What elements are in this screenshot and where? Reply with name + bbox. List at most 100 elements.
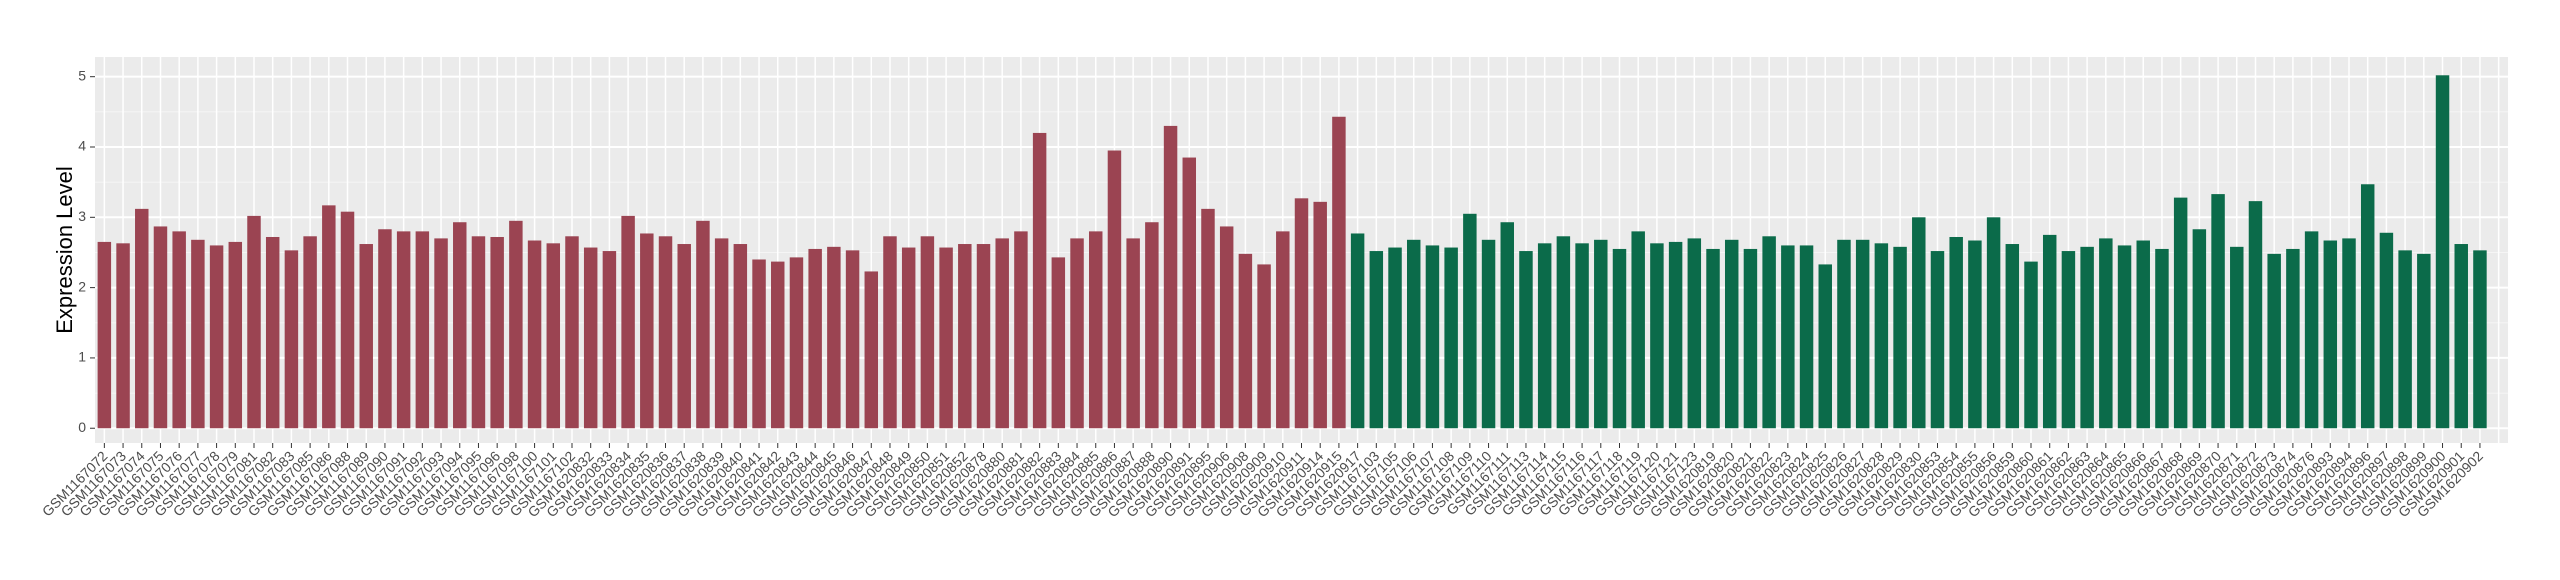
bar (2061, 251, 2076, 429)
bar (2267, 253, 2281, 429)
bar (1145, 222, 1159, 429)
bar (453, 222, 467, 429)
bar (789, 257, 804, 429)
bar (1575, 243, 1589, 429)
bar (434, 238, 448, 429)
bar (2024, 261, 2038, 429)
bar (1070, 238, 1084, 429)
bar (696, 220, 710, 429)
bar (2304, 231, 2319, 429)
bar (1687, 238, 1702, 429)
bar (1276, 231, 1290, 429)
bar (2323, 240, 2338, 429)
y-tick-label: 5 (78, 67, 86, 83)
bar (2379, 232, 2394, 429)
bar (1313, 201, 1327, 429)
bar (153, 226, 168, 429)
bar (640, 233, 654, 429)
bar (172, 231, 186, 429)
bar (2080, 246, 2094, 429)
bar (883, 236, 897, 429)
bar (1893, 246, 1907, 429)
bar (1762, 236, 1776, 429)
bar (583, 247, 598, 429)
bar (2173, 197, 2188, 429)
bar (1369, 251, 1384, 429)
bar (2342, 238, 2356, 429)
bar (2211, 194, 2225, 429)
bar (1444, 247, 1458, 429)
bar (509, 220, 523, 429)
bar (1201, 208, 1215, 429)
bar (471, 236, 486, 429)
bar (1668, 241, 1683, 429)
bar (2192, 229, 2207, 429)
bar (845, 250, 860, 429)
bar (1182, 157, 1197, 429)
bar (1294, 198, 1309, 429)
bar (995, 238, 1009, 429)
bar (1818, 264, 1832, 429)
bar (2398, 250, 2412, 429)
bar (1855, 239, 1870, 429)
bar (1968, 240, 1982, 429)
bar (135, 208, 149, 429)
bar (191, 239, 205, 429)
bar (322, 205, 336, 429)
y-tick-label: 2 (78, 278, 86, 294)
bar (1089, 231, 1103, 429)
bar (490, 236, 504, 429)
bar (1837, 239, 1851, 429)
bar (827, 246, 841, 429)
bar (920, 236, 935, 429)
bar (1126, 238, 1140, 429)
bar (209, 245, 224, 429)
bar (1519, 251, 1533, 429)
bar (116, 243, 130, 429)
bar (1912, 217, 1926, 429)
bar (2099, 238, 2113, 429)
bar (1799, 245, 1814, 429)
y-tick-label: 3 (78, 208, 86, 224)
bar (2136, 240, 2150, 429)
bar (621, 215, 635, 429)
bar (1537, 243, 1552, 429)
bar (677, 244, 691, 429)
bar (733, 244, 748, 429)
bar (1051, 257, 1066, 429)
y-tick-label: 0 (78, 419, 86, 435)
bar (2417, 253, 2431, 429)
bar (808, 248, 822, 429)
bar (1986, 217, 2001, 429)
bar (1463, 213, 1477, 429)
bar (1949, 236, 1963, 429)
bar (1631, 231, 1645, 429)
bar (1350, 233, 1365, 429)
bar (1724, 239, 1739, 429)
bar (1500, 222, 1514, 429)
bar (1874, 243, 1889, 429)
y-tick-label: 1 (78, 349, 86, 365)
bar (228, 241, 243, 429)
bar (1238, 253, 1253, 429)
bar (97, 241, 112, 429)
bar (1781, 245, 1795, 429)
bar (2435, 75, 2450, 429)
y-axis-label: Expression Level (52, 166, 77, 334)
bar (565, 236, 579, 429)
bar (359, 244, 373, 429)
bar (527, 240, 542, 429)
bar (864, 271, 879, 429)
bar (2454, 244, 2468, 429)
bar (2286, 248, 2300, 429)
bar (396, 231, 411, 429)
bar (714, 238, 729, 429)
bar (1481, 239, 1496, 429)
bar (2248, 201, 2263, 429)
bar (1332, 116, 1346, 429)
bar (265, 236, 280, 429)
bar (247, 215, 261, 429)
bar (1556, 236, 1571, 429)
bar (415, 231, 430, 429)
bar (901, 247, 916, 429)
